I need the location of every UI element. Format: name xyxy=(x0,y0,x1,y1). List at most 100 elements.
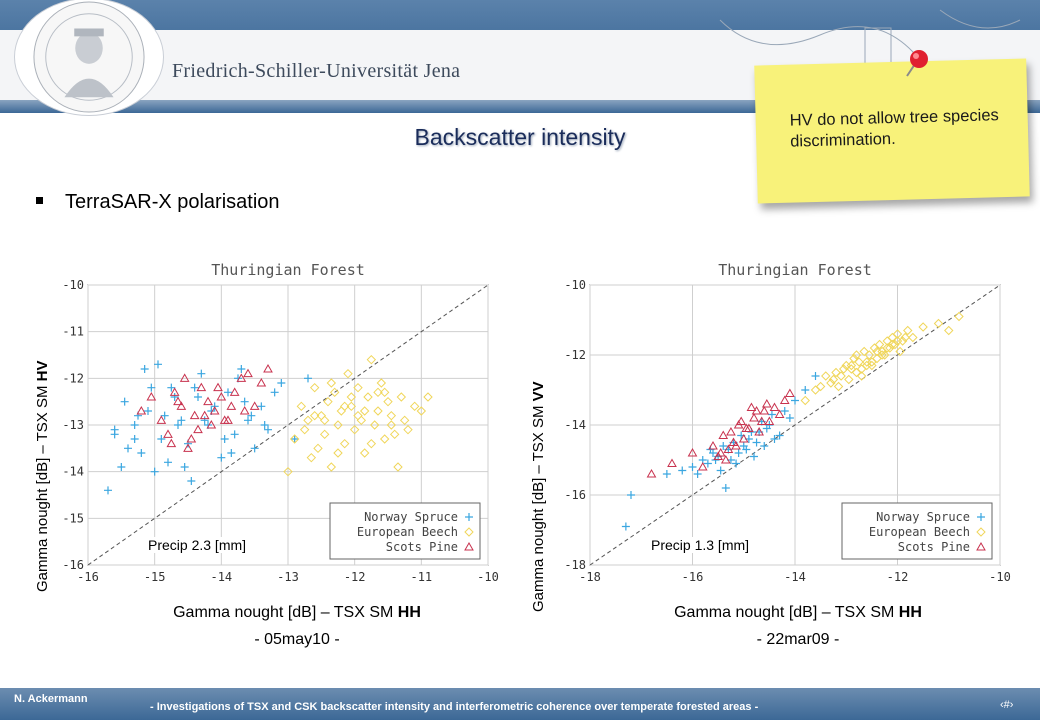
slide-title: Backscatter intensity xyxy=(414,124,626,150)
x-tick-label: -14 xyxy=(784,570,806,584)
data-point xyxy=(359,448,370,458)
data-point xyxy=(200,416,209,425)
data-point xyxy=(359,406,370,416)
data-point xyxy=(742,445,751,454)
data-point xyxy=(856,371,867,381)
data-point xyxy=(386,420,397,430)
data-point xyxy=(283,466,293,477)
data-point xyxy=(815,381,826,392)
data-point xyxy=(754,426,764,436)
data-point xyxy=(369,420,380,430)
legend-label: Scots Pine xyxy=(898,540,970,554)
data-point xyxy=(752,438,761,447)
data-point xyxy=(750,452,758,461)
data-point xyxy=(718,430,729,439)
data-point xyxy=(313,443,323,454)
data-point xyxy=(828,374,839,385)
data-point xyxy=(339,438,350,449)
data-point xyxy=(190,383,199,392)
data-point xyxy=(738,433,749,443)
university-name: Friedrich-Schiller-Universität Jena xyxy=(172,60,461,82)
data-point xyxy=(170,393,179,401)
university-seal-icon xyxy=(14,0,164,116)
data-point xyxy=(166,438,177,448)
data-point xyxy=(731,440,741,450)
data-point xyxy=(236,373,247,382)
data-point xyxy=(140,365,149,373)
data-point xyxy=(719,442,728,450)
data-point xyxy=(903,325,913,336)
data-point xyxy=(260,421,269,429)
data-point xyxy=(156,415,167,424)
legend-label: European Beech xyxy=(357,525,458,539)
data-point xyxy=(774,409,785,418)
data-point xyxy=(237,365,246,373)
data-point xyxy=(349,424,360,435)
data-point xyxy=(779,395,790,404)
data-point xyxy=(193,424,203,434)
data-point xyxy=(890,339,900,350)
legend-marker xyxy=(977,513,985,521)
data-point xyxy=(736,416,747,425)
data-point xyxy=(900,332,910,343)
data-point xyxy=(762,424,771,433)
data-point xyxy=(872,346,882,357)
data-point xyxy=(423,392,433,402)
data-point xyxy=(389,429,400,440)
data-point xyxy=(196,382,207,392)
one-to-one-line xyxy=(87,284,489,566)
data-point xyxy=(403,424,413,435)
y-tick-label: -14 xyxy=(62,465,84,479)
chart-svg: Thuringian Forest -18 -16 -14 -12 -10 -10 -12 -1… xyxy=(564,261,1011,584)
data-point xyxy=(846,360,857,371)
data-point xyxy=(217,453,226,462)
x-tick-label: -13 xyxy=(277,570,299,584)
scatter-chart-vv: Thuringian Forest -18 -16 -14 -12 -10 -10 -12 -1… xyxy=(558,255,1028,590)
one-to-one-line xyxy=(589,284,1001,566)
data-point xyxy=(859,346,869,357)
y-tick-label: -11 xyxy=(62,325,84,339)
data-point xyxy=(224,388,232,397)
data-point xyxy=(379,387,390,398)
legend-label: Norway Spruce xyxy=(876,510,970,524)
data-point xyxy=(833,381,844,392)
data-point xyxy=(767,410,776,419)
data-point xyxy=(169,387,180,396)
data-point xyxy=(944,325,954,336)
data-point xyxy=(844,374,854,385)
data-point xyxy=(662,470,671,478)
x-tick-label: -16 xyxy=(77,570,99,584)
y-tick-label: -10 xyxy=(564,278,586,292)
bullet-square-icon xyxy=(36,197,43,205)
data-point xyxy=(346,392,357,402)
data-point xyxy=(791,396,799,405)
data-point xyxy=(366,354,377,365)
x-axis-label: Gamma nought [dB] – TSX SM HH xyxy=(173,604,421,621)
x-tick-label: -11 xyxy=(410,570,432,584)
data-point xyxy=(708,440,718,450)
data-point xyxy=(183,443,193,452)
data-point xyxy=(244,416,252,425)
data-point xyxy=(734,449,743,457)
data-point xyxy=(715,447,726,457)
data-point xyxy=(785,414,794,422)
data-point xyxy=(339,401,350,412)
data-point xyxy=(741,423,752,432)
data-point xyxy=(801,386,810,394)
data-point xyxy=(250,444,259,453)
y-axis-label: Gamma nought [dB] – TSX SM VV xyxy=(530,381,547,612)
data-point xyxy=(174,421,182,429)
legend-label: Norway Spruce xyxy=(364,510,458,524)
data-point xyxy=(163,429,173,438)
data-point xyxy=(697,461,708,471)
data-point xyxy=(304,374,312,383)
data-point xyxy=(764,416,775,425)
data-point xyxy=(264,425,272,434)
data-point xyxy=(110,425,119,434)
series-plus xyxy=(104,360,312,495)
x-tick-label: -10 xyxy=(477,570,499,584)
data-point xyxy=(836,371,846,381)
data-point xyxy=(180,463,189,471)
legend-marker xyxy=(465,513,473,521)
data-point xyxy=(189,410,200,420)
